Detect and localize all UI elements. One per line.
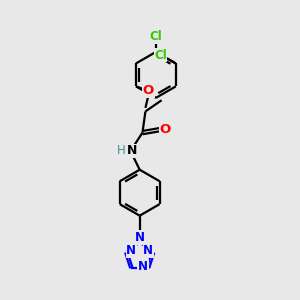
- Text: O: O: [160, 123, 171, 136]
- Text: Cl: Cl: [149, 30, 162, 43]
- Text: H: H: [117, 144, 126, 157]
- Text: N: N: [143, 244, 153, 257]
- Text: Cl: Cl: [154, 49, 167, 62]
- Text: N: N: [127, 144, 138, 158]
- Text: O: O: [143, 84, 154, 97]
- Text: N: N: [126, 244, 136, 257]
- Text: N: N: [135, 231, 145, 244]
- Text: N: N: [138, 260, 148, 273]
